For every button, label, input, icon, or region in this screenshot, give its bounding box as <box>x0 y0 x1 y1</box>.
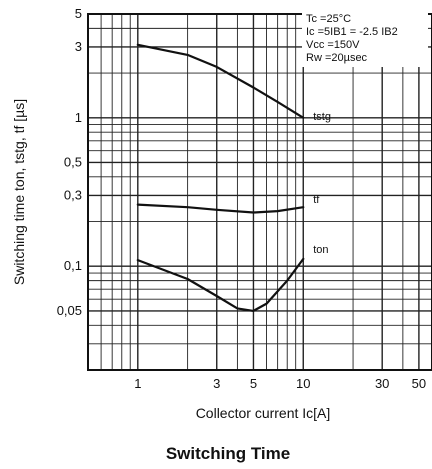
plot-frame <box>87 13 432 371</box>
conditions-note-line: Rw =20µsec <box>306 52 368 64</box>
x-tick-label: 10 <box>296 376 310 391</box>
x-tick-label: 30 <box>375 376 389 391</box>
conditions-note-line: Vcc =150V <box>306 39 360 51</box>
y-tick-label: 0,3 <box>64 187 82 202</box>
series-label-tstg: tstg <box>313 111 331 123</box>
conditions-note-line: Ic =5IB1 = -2.5 IB2 <box>306 26 398 38</box>
conditions-note-line: Tc =25°C <box>306 13 351 25</box>
series-line-tf <box>136 203 305 214</box>
y-tick-label: 1 <box>75 110 82 125</box>
series-label-ton: ton <box>313 244 328 256</box>
tick-layer: 1 3 5 10 30 50 5 3 1 0,5 0,3 0,1 0,05 <box>57 6 426 391</box>
series-line-tstg <box>136 43 305 119</box>
x-tick-label: 1 <box>134 376 141 391</box>
series-label-tf: tf <box>313 194 320 206</box>
grid-layer <box>88 14 432 370</box>
y-tick-label: 0,1 <box>64 258 82 273</box>
conditions-note-background <box>302 11 428 67</box>
series-line-ton <box>136 257 305 312</box>
y-tick-label: 0,5 <box>64 154 82 169</box>
y-tick-label: 5 <box>75 6 82 21</box>
chart-title: Switching Time <box>166 444 290 463</box>
x-tick-label: 3 <box>213 376 220 391</box>
series-layer: tstg tf ton <box>136 43 331 312</box>
x-tick-label: 5 <box>250 376 257 391</box>
x-axis-title: Collector current Ic[A] <box>196 405 331 421</box>
y-tick-label: 0,05 <box>57 303 82 318</box>
y-axis-title: Switching time ton, tstg, tf [µs] <box>11 99 27 285</box>
y-tick-label: 3 <box>75 39 82 54</box>
x-tick-label: 50 <box>412 376 426 391</box>
